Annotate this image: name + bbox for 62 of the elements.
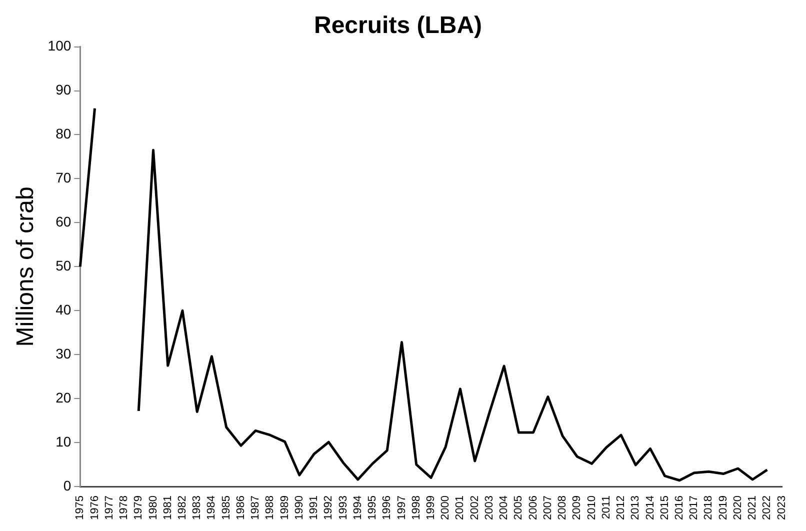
x-tick-label: 2007 bbox=[542, 496, 554, 520]
x-tick-label: 2001 bbox=[454, 496, 466, 520]
x-tick-label: 1975 bbox=[74, 496, 86, 520]
x-tick-label: 2012 bbox=[615, 496, 628, 520]
x-tick-label: 1997 bbox=[396, 496, 408, 520]
x-tick-label: 1995 bbox=[366, 496, 379, 520]
x-tick-label: 1996 bbox=[381, 496, 394, 520]
x-tick-label: 1983 bbox=[191, 496, 204, 520]
y-tick-label: 90 bbox=[56, 82, 72, 98]
x-tick-label: 1994 bbox=[352, 496, 364, 520]
x-tick-label: 2022 bbox=[761, 496, 774, 520]
y-tick-label: 100 bbox=[48, 38, 72, 54]
x-tick-label: 1989 bbox=[278, 496, 291, 520]
y-tick-label: 40 bbox=[56, 301, 72, 318]
x-tick-label: 2010 bbox=[586, 496, 598, 520]
x-tick-label: 1985 bbox=[220, 496, 232, 520]
x-tick-label: 2009 bbox=[571, 496, 584, 520]
x-tick-label: 2003 bbox=[483, 496, 496, 520]
y-tick-label: 0 bbox=[63, 477, 72, 494]
y-tick-label: 60 bbox=[56, 214, 72, 230]
x-tick-label: 2000 bbox=[440, 496, 452, 520]
x-tick-label: 2005 bbox=[512, 496, 525, 520]
x-tick-label: 2006 bbox=[527, 496, 540, 520]
x-tick-label: 2018 bbox=[702, 496, 715, 520]
x-tick-label: 2002 bbox=[468, 496, 481, 520]
x-tick-label: 1981 bbox=[162, 496, 174, 520]
x-tick-label: 1977 bbox=[103, 496, 116, 520]
chart-title: Recruits (LBA) bbox=[314, 12, 482, 40]
y-tick-label: 30 bbox=[56, 345, 72, 362]
x-tick-label: 1991 bbox=[308, 496, 320, 520]
y-axis-title: Millions of crab bbox=[12, 186, 40, 347]
y-tick-label: 80 bbox=[56, 126, 72, 142]
x-tick-label: 1978 bbox=[118, 496, 130, 520]
x-tick-label: 1982 bbox=[176, 496, 189, 520]
x-tick-label: 2023 bbox=[776, 496, 788, 520]
x-tick-label: 1979 bbox=[132, 496, 145, 520]
x-tick-label: 2015 bbox=[658, 496, 671, 520]
x-tick-label: 1992 bbox=[322, 496, 335, 520]
x-tick-label: 1987 bbox=[250, 496, 262, 520]
x-tick-label: 2004 bbox=[498, 496, 510, 520]
x-tick-label: 1986 bbox=[234, 496, 247, 520]
x-tick-label: 1988 bbox=[264, 496, 276, 520]
x-tick-label: 1990 bbox=[293, 496, 306, 520]
x-tick-label: 2011 bbox=[600, 496, 612, 520]
x-tick-label: 2016 bbox=[674, 496, 686, 520]
x-tick-label: 1998 bbox=[410, 496, 422, 520]
x-tick-label: 1980 bbox=[147, 496, 160, 520]
x-tick-label: 2008 bbox=[556, 496, 569, 520]
x-tick-label: 1984 bbox=[206, 496, 218, 520]
x-tick-label: 2021 bbox=[746, 496, 759, 520]
x-tick-label: 2017 bbox=[688, 496, 700, 520]
x-tick-label: 2013 bbox=[630, 496, 642, 520]
y-tick-label: 50 bbox=[56, 258, 72, 274]
y-tick-label: 70 bbox=[56, 170, 72, 186]
y-tick-label: 10 bbox=[56, 433, 72, 450]
x-tick-label: 2019 bbox=[717, 496, 730, 520]
x-tick-label: 2020 bbox=[732, 496, 744, 520]
x-tick-label: 1993 bbox=[337, 496, 350, 520]
x-tick-label: 1976 bbox=[88, 496, 101, 520]
y-tick-label: 20 bbox=[56, 389, 72, 406]
x-tick-label: 2014 bbox=[644, 496, 656, 520]
x-tick-label: 1999 bbox=[425, 496, 438, 520]
